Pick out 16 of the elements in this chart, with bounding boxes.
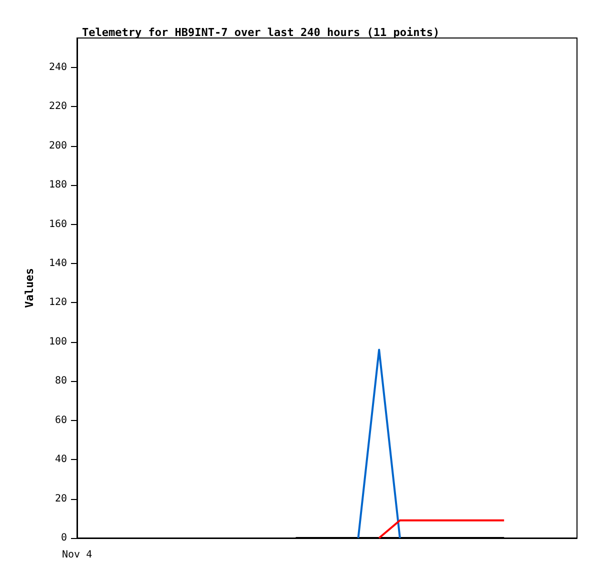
chart-title: Telemetry for HB9INT-7 over last 240 hours (11 points) bbox=[82, 26, 440, 39]
y-tick-label: 180 bbox=[48, 180, 67, 191]
y-tick-label: 160 bbox=[48, 218, 67, 230]
y-tick-label: 20 bbox=[54, 493, 67, 504]
y-tick-label: 40 bbox=[54, 454, 67, 466]
y-tick-label: 0 bbox=[60, 532, 67, 544]
y-tick-label: 100 bbox=[48, 336, 67, 348]
y-tick-label: 120 bbox=[48, 297, 67, 308]
y-tick-label: 140 bbox=[48, 258, 67, 269]
y-tick-label: 200 bbox=[48, 140, 67, 152]
y-axis-title: Values bbox=[23, 268, 36, 308]
y-tick-label: 240 bbox=[48, 62, 67, 73]
y-tick-label: 60 bbox=[54, 414, 67, 426]
y-tick-label: 220 bbox=[48, 101, 67, 112]
y-tick-label: 80 bbox=[54, 376, 67, 387]
text: Nov 4 bbox=[62, 550, 92, 560]
